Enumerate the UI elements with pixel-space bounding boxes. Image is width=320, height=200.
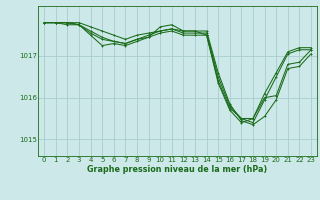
X-axis label: Graphe pression niveau de la mer (hPa): Graphe pression niveau de la mer (hPa): [87, 165, 268, 174]
